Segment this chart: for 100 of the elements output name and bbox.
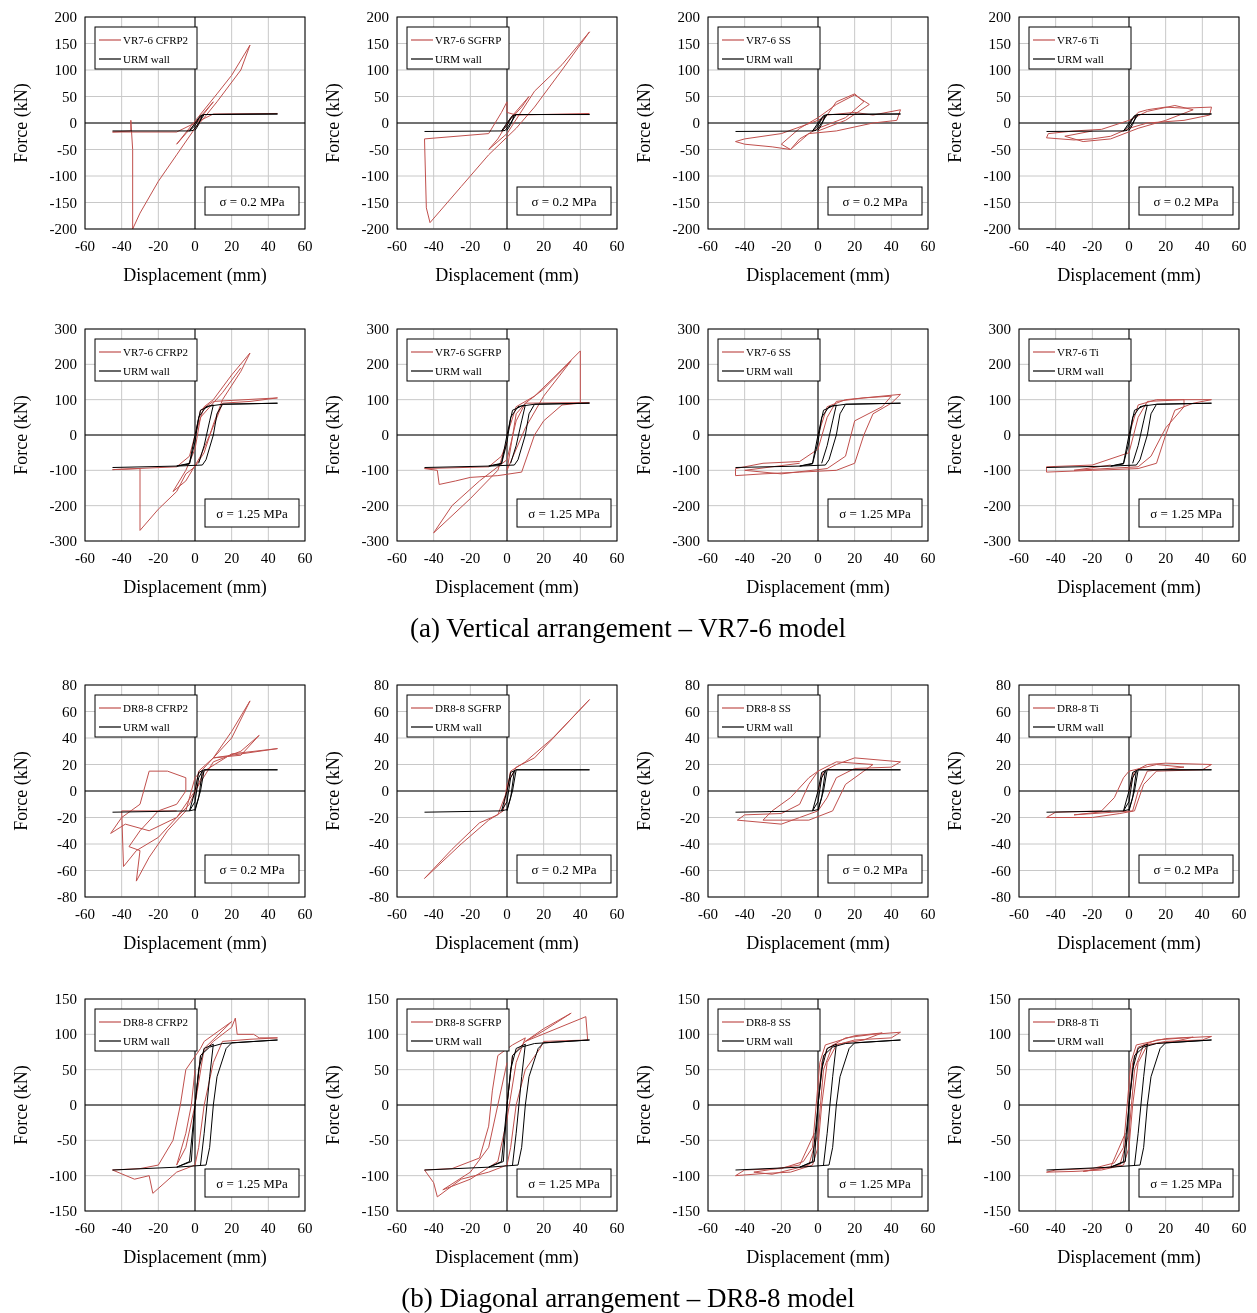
y-tick-label: 50 — [374, 88, 389, 105]
x-tick-label: -40 — [111, 906, 132, 922]
y-tick-label: 50 — [62, 88, 77, 105]
x-tick-label: 20 — [536, 1220, 552, 1236]
x-tick-label: 40 — [1194, 1220, 1210, 1236]
x-tick-label: 0 — [1125, 906, 1133, 922]
legend-label: DR8-8 SGFRP — [435, 702, 502, 714]
x-tick-label: 20 — [847, 1220, 863, 1236]
y-tick-label: 100 — [677, 391, 700, 408]
legend-label: DR8-8 SGFRP — [435, 1016, 502, 1028]
x-tick-label: 60 — [1231, 906, 1247, 922]
y-tick-label: 50 — [685, 88, 700, 105]
x-tick-label: 60 — [297, 1220, 313, 1236]
y-tick-label: 0 — [69, 783, 77, 799]
y-tick-label: -100 — [983, 462, 1011, 479]
y-axis-title: Force (kN) — [634, 83, 655, 163]
y-tick-label: 300 — [677, 321, 700, 337]
legend-label: VR7-6 Ti — [1057, 346, 1099, 358]
y-tick-label: -300 — [672, 533, 700, 549]
x-tick-label: -40 — [1045, 1220, 1066, 1236]
x-axis-title: Displacement (mm) — [746, 1247, 890, 1268]
y-tick-label: -60 — [991, 862, 1011, 879]
x-tick-label: 60 — [297, 238, 313, 254]
y-tick-label: 150 — [988, 991, 1011, 1007]
y-tick-label: 100 — [677, 1026, 700, 1043]
y-tick-label: 200 — [366, 9, 389, 25]
legend-label: URM wall — [123, 1035, 170, 1047]
annotation: σ = 0.2 MPa — [842, 862, 908, 877]
y-tick-label: 100 — [988, 1026, 1011, 1043]
y-tick-label: 100 — [366, 1026, 389, 1043]
annotation: σ = 0.2 MPa — [842, 194, 908, 209]
y-tick-label: 0 — [692, 427, 700, 443]
legend-label: URM wall — [746, 1035, 793, 1047]
y-tick-label: 200 — [988, 356, 1011, 373]
y-tick-label: 0 — [1003, 427, 1011, 443]
y-tick-label: 200 — [677, 356, 700, 373]
x-tick-label: 60 — [920, 238, 936, 254]
legend-label: URM wall — [1057, 365, 1104, 377]
x-tick-label: 0 — [814, 550, 822, 566]
x-tick-label: -20 — [771, 550, 792, 566]
x-tick-label: 40 — [260, 1220, 276, 1236]
y-axis-title: Force (kN) — [634, 751, 655, 831]
x-axis-title: Displacement (mm) — [435, 265, 579, 286]
y-tick-label: 80 — [62, 677, 77, 693]
y-tick-label: 40 — [62, 730, 77, 746]
x-tick-label: 20 — [1158, 550, 1174, 566]
x-tick-label: 40 — [572, 550, 588, 566]
y-tick-label: 60 — [996, 703, 1011, 720]
x-tick-label: 40 — [572, 238, 588, 254]
y-tick-label: -150 — [983, 194, 1011, 211]
y-tick-label: -300 — [983, 533, 1011, 549]
x-tick-label: -40 — [734, 238, 755, 254]
y-tick-label: 300 — [988, 321, 1011, 337]
x-tick-label: -40 — [423, 906, 444, 922]
y-tick-label: -100 — [672, 168, 700, 184]
y-tick-label: 100 — [54, 1026, 77, 1043]
x-tick-label: -40 — [1045, 550, 1066, 566]
x-tick-label: -20 — [771, 238, 792, 254]
x-tick-label: 20 — [847, 906, 863, 922]
x-axis-title: Displacement (mm) — [1057, 933, 1201, 954]
x-tick-label: -20 — [460, 1220, 481, 1236]
legend-label: DR8-8 SS — [746, 702, 791, 714]
legend-label: VR7-6 SS — [746, 34, 791, 46]
legend-label: VR7-6 CFRP2 — [123, 34, 189, 46]
y-tick-label: -150 — [49, 194, 77, 211]
y-tick-label: 100 — [677, 62, 700, 78]
x-tick-label: 60 — [609, 1220, 625, 1236]
x-axis-title: Displacement (mm) — [746, 933, 890, 954]
y-tick-label: -50 — [680, 141, 700, 158]
x-tick-label: -40 — [734, 1220, 755, 1236]
y-tick-label: 200 — [366, 356, 389, 373]
x-tick-label: -40 — [111, 1220, 132, 1236]
y-axis-title: Force (kN) — [323, 751, 344, 831]
legend-label: DR8-8 SS — [746, 1016, 791, 1028]
y-axis-title: Force (kN) — [11, 751, 32, 831]
y-tick-label: -100 — [983, 1167, 1011, 1184]
x-tick-label: 20 — [536, 238, 552, 254]
x-axis-title: Displacement (mm) — [435, 933, 579, 954]
x-tick-label: -40 — [111, 550, 132, 566]
legend-label: VR7-6 SGFRP — [435, 34, 502, 46]
line-series — [1046, 762, 1212, 818]
y-tick-label: -40 — [57, 836, 77, 852]
y-tick-label: -200 — [49, 221, 77, 237]
y-tick-label: -50 — [369, 1132, 389, 1149]
x-tick-label: 20 — [847, 238, 863, 254]
y-tick-label: -200 — [983, 497, 1011, 514]
y-tick-label: -100 — [361, 1167, 389, 1184]
x-tick-label: 0 — [191, 550, 199, 566]
y-tick-label: -50 — [991, 1132, 1011, 1149]
y-tick-label: -100 — [49, 1167, 77, 1184]
y-tick-label: 60 — [685, 703, 700, 720]
annotation: σ = 1.25 MPa — [839, 1176, 911, 1191]
y-tick-label: -300 — [49, 533, 77, 549]
x-axis-title: Displacement (mm) — [123, 265, 267, 286]
x-axis-title: Displacement (mm) — [746, 577, 890, 598]
x-tick-label: 40 — [260, 238, 276, 254]
y-tick-label: 150 — [366, 35, 389, 52]
x-axis-title: Displacement (mm) — [435, 577, 579, 598]
y-tick-label: 0 — [692, 783, 700, 799]
y-tick-label: 150 — [54, 991, 77, 1007]
